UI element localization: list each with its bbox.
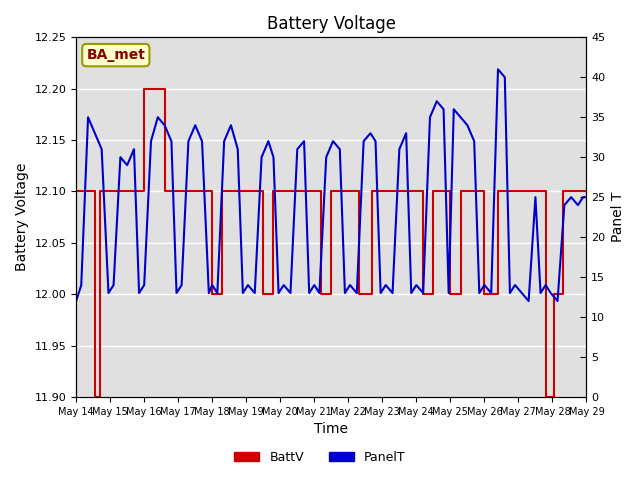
Y-axis label: Battery Voltage: Battery Voltage xyxy=(15,163,29,271)
Y-axis label: Panel T: Panel T xyxy=(611,192,625,242)
X-axis label: Time: Time xyxy=(314,422,348,436)
Legend: BattV, PanelT: BattV, PanelT xyxy=(229,446,411,469)
Title: Battery Voltage: Battery Voltage xyxy=(267,15,396,33)
Text: BA_met: BA_met xyxy=(86,48,145,62)
